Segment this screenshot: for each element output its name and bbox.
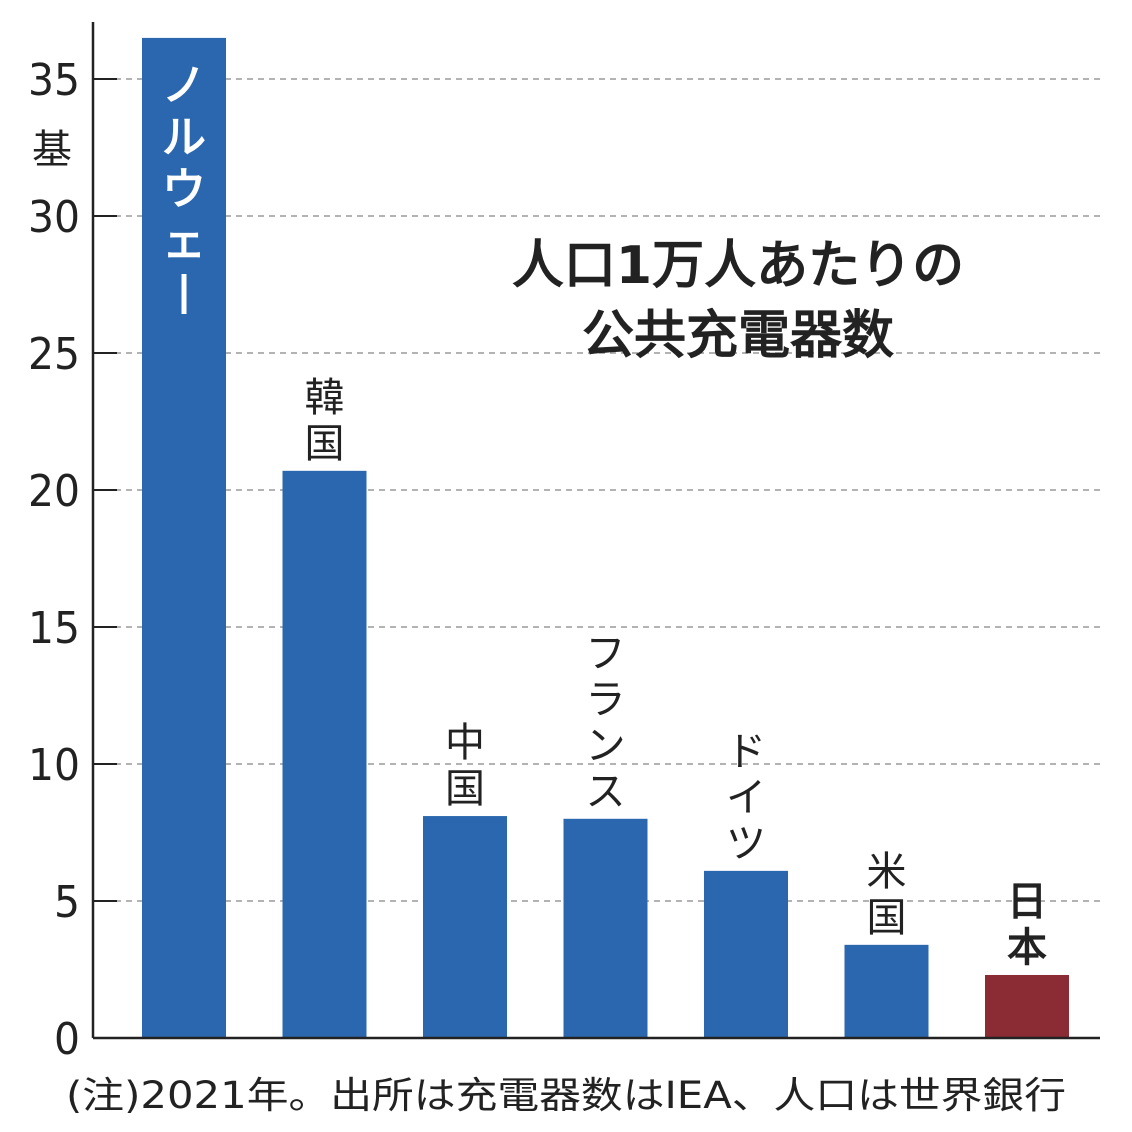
footnote: (注)2021年。出所は充電器数はIEA、人口は世界銀行 <box>66 1074 1066 1117</box>
category-char: 韓 <box>305 375 345 421</box>
category-char: ド <box>726 729 766 775</box>
category-char: 日 <box>1007 879 1047 925</box>
bar-7 <box>985 974 1069 1038</box>
axes: 0 5 10 15 20 25 30 35 <box>28 22 1100 1065</box>
bar-6 <box>844 944 929 1038</box>
category-label-7: 日本 <box>1007 879 1047 971</box>
title-line-2: 公共充電器数 <box>582 306 894 366</box>
y-tick-label: 20 <box>28 466 80 517</box>
category-char: ラ <box>586 677 626 723</box>
category-char: 国 <box>867 895 907 941</box>
category-char: 米 <box>867 849 907 895</box>
category-char: ウ <box>162 164 206 215</box>
category-label-5: ドイツ <box>726 729 766 867</box>
bar-5 <box>704 870 788 1038</box>
title-line-1: 人口1万人あたりの <box>512 236 964 296</box>
category-label-6: 米国 <box>867 849 907 941</box>
category-label-3: 中国 <box>445 720 485 812</box>
bar-1 <box>142 37 226 1038</box>
category-char: 国 <box>305 421 345 467</box>
category-char: 国 <box>445 766 485 812</box>
y-tick-label: 15 <box>28 603 80 654</box>
bar-3 <box>423 816 507 1038</box>
y-tick-label: 35 <box>28 55 80 106</box>
category-char: 本 <box>1007 925 1047 971</box>
y-tick-label: 30 <box>28 192 80 243</box>
y-tick-label: 0 <box>54 1014 80 1065</box>
category-char: ツ <box>726 821 766 867</box>
y-unit-label: 基 <box>32 127 72 173</box>
category-label-2: 韓国 <box>305 375 345 467</box>
category-char: イ <box>726 775 766 821</box>
bars <box>142 37 1069 1038</box>
category-char: ル <box>162 112 206 163</box>
y-tick-label: 5 <box>54 877 80 928</box>
category-char: ン <box>586 723 626 769</box>
category-char: 中 <box>445 720 485 766</box>
y-tick-label: 10 <box>28 740 80 791</box>
y-tick-label: 25 <box>28 329 80 380</box>
bar-2 <box>282 470 367 1038</box>
long-vowel-mark <box>181 274 187 314</box>
category-char: ノ <box>162 60 206 111</box>
category-char: フ <box>586 631 626 677</box>
bar-4 <box>563 818 648 1038</box>
gridlines <box>93 78 1100 902</box>
category-char: ス <box>586 769 626 815</box>
category-char: ェ <box>162 216 206 267</box>
